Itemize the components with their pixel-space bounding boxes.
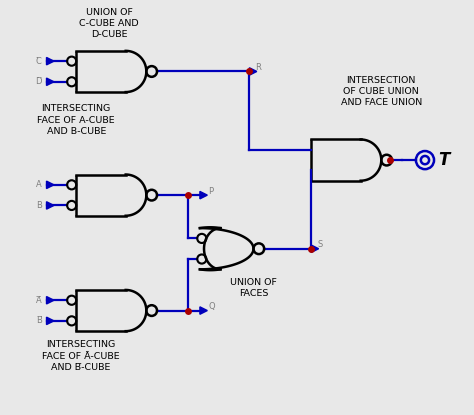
Polygon shape [200, 191, 207, 199]
Polygon shape [311, 245, 319, 252]
Polygon shape [46, 78, 54, 85]
Text: B̅: B̅ [36, 316, 42, 325]
Polygon shape [46, 57, 54, 65]
Text: B: B [36, 201, 42, 210]
Polygon shape [46, 297, 54, 304]
Polygon shape [46, 317, 54, 325]
Text: S: S [318, 240, 323, 249]
Text: D̅: D̅ [35, 77, 42, 86]
Polygon shape [249, 68, 257, 75]
Polygon shape [200, 307, 207, 314]
Text: T: T [438, 151, 449, 169]
Text: A̅: A̅ [36, 296, 42, 305]
Text: P: P [208, 186, 213, 195]
Text: UNION OF
C-CUBE AND
D-CUBE: UNION OF C-CUBE AND D-CUBE [80, 7, 139, 39]
Text: INTERSECTING
FACE OF A-CUBE
AND B-CUBE: INTERSECTING FACE OF A-CUBE AND B-CUBE [37, 105, 115, 137]
Text: Q: Q [208, 302, 215, 311]
Polygon shape [46, 202, 54, 209]
Text: C̅: C̅ [36, 57, 42, 66]
Text: UNION OF
FACES: UNION OF FACES [230, 278, 277, 298]
Text: INTERSECTING
FACE OF Ā-CUBE
AND B̅-CUBE: INTERSECTING FACE OF Ā-CUBE AND B̅-CUBE [42, 340, 119, 372]
Text: R: R [255, 63, 262, 72]
Text: INTERSECTION
OF CUBE UNION
AND FACE UNION: INTERSECTION OF CUBE UNION AND FACE UNIO… [341, 76, 422, 107]
Text: A: A [36, 181, 42, 189]
Polygon shape [46, 181, 54, 188]
